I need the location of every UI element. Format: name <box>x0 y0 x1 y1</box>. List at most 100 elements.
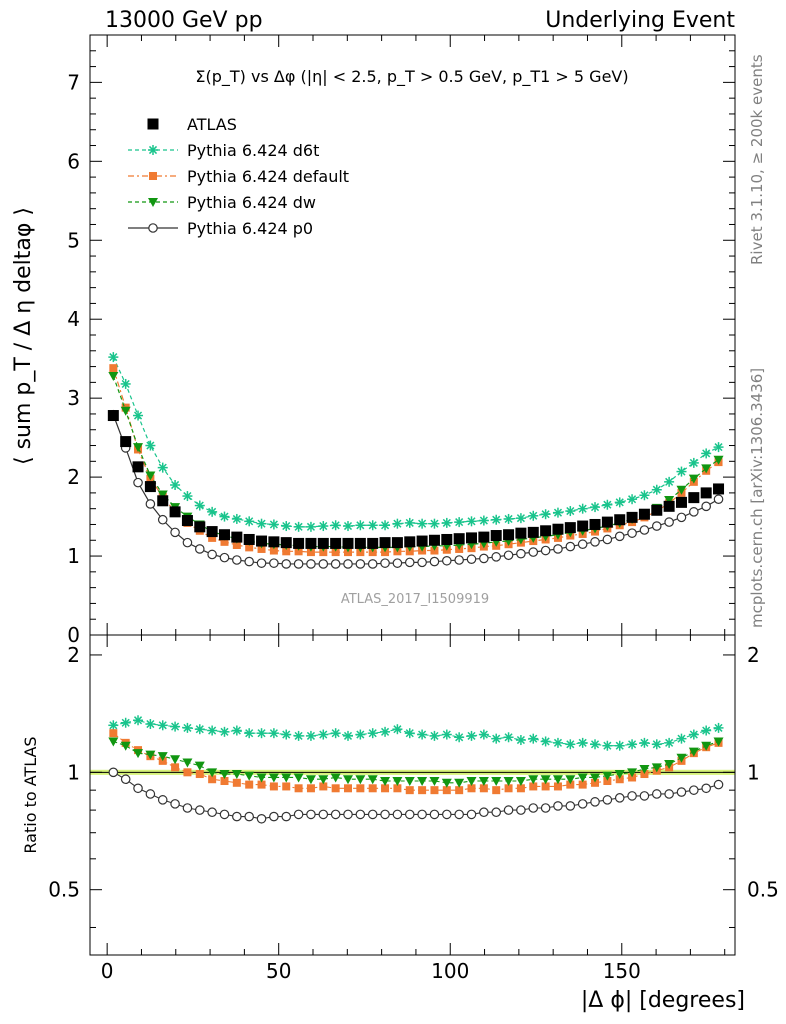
legend-label-d6t: Pythia 6.424 d6t <box>187 141 319 160</box>
point-p0 <box>392 558 403 568</box>
ratio-point-dw <box>120 741 131 751</box>
point-p0 <box>343 559 353 569</box>
ratio-point-p0 <box>639 791 650 801</box>
point-d6t <box>380 520 391 531</box>
ratio-point-dw <box>491 777 502 787</box>
ratio-point-p0 <box>627 791 637 801</box>
ratio-point-d6t <box>268 728 279 739</box>
x-tick-label: 50 <box>266 959 291 983</box>
ratio-point-d6t <box>602 740 613 751</box>
ratio-point-p0 <box>108 767 119 778</box>
point-p0 <box>676 512 687 523</box>
ratio-point-dw <box>268 773 279 783</box>
point-atlas <box>354 537 366 549</box>
point-p0 <box>614 531 625 542</box>
ratio-point-default <box>331 784 340 793</box>
ratio-point-d6t <box>627 739 638 750</box>
point-d6t <box>207 506 218 517</box>
point-p0 <box>701 501 711 512</box>
ratio-point-d6t <box>182 722 193 733</box>
ratio-point-default <box>282 782 291 791</box>
point-atlas <box>293 537 305 549</box>
ratio-point-p0 <box>404 809 415 820</box>
point-atlas <box>515 527 527 539</box>
point-d6t <box>540 509 551 520</box>
point-d6t <box>701 448 712 459</box>
point-default <box>245 543 254 552</box>
point-default <box>220 537 229 546</box>
point-atlas <box>206 526 218 538</box>
point-d6t <box>355 520 366 531</box>
point-p0 <box>713 494 724 505</box>
ratio-point-default <box>245 780 254 789</box>
point-atlas <box>663 500 675 512</box>
ratio-point-p0 <box>256 813 267 824</box>
ratio-point-dw <box>355 775 366 785</box>
ratio-point-default <box>566 780 575 789</box>
ratio-point-default <box>640 770 649 779</box>
point-p0 <box>269 558 279 568</box>
ratio-point-default <box>442 786 451 795</box>
point-d6t <box>194 500 205 511</box>
point-atlas <box>638 508 650 520</box>
ratio-point-d6t <box>367 728 378 739</box>
point-atlas <box>688 492 700 504</box>
ratio-point-p0 <box>553 801 563 811</box>
point-d6t <box>565 506 576 517</box>
point-atlas <box>157 495 169 507</box>
ratio-point-d6t <box>219 726 230 737</box>
point-p0 <box>318 559 329 569</box>
ratio-point-default <box>171 763 180 772</box>
x-axis-label: |Δ ϕ| [degrees] <box>581 988 745 1013</box>
point-d6t <box>503 513 514 524</box>
ratio-point-p0 <box>528 803 539 813</box>
point-atlas <box>503 529 515 541</box>
point-atlas <box>107 410 119 422</box>
point-atlas <box>478 531 490 543</box>
ratio-point-dw <box>133 749 144 759</box>
point-d6t <box>688 457 699 468</box>
ratio-point-d6t <box>157 720 168 731</box>
ratio-point-default <box>195 770 204 779</box>
ratio-point-dw <box>701 741 712 751</box>
point-atlas <box>466 532 478 544</box>
ratio-point-p0 <box>491 807 502 818</box>
point-atlas <box>256 535 268 547</box>
ratio-point-default <box>553 782 562 791</box>
point-atlas <box>416 535 428 547</box>
point-d6t <box>108 352 119 363</box>
ratio-point-p0 <box>244 811 254 822</box>
ratio-point-dw <box>676 753 687 763</box>
ratio-point-d6t <box>466 730 477 741</box>
ratio-point-dw <box>540 775 551 785</box>
point-p0 <box>145 499 156 509</box>
ratio-point-dw <box>602 771 613 781</box>
legend-label-default: Pythia 6.424 default <box>187 167 349 186</box>
point-dw <box>120 406 131 416</box>
point-p0 <box>479 553 489 564</box>
ratio-point-d6t <box>207 725 218 736</box>
point-d6t <box>268 519 279 530</box>
point-p0 <box>367 559 378 569</box>
point-atlas <box>564 522 576 534</box>
point-atlas <box>305 537 317 549</box>
ratio-point-d6t <box>664 737 675 748</box>
ratio-point-dw <box>417 777 428 787</box>
point-atlas <box>441 533 453 545</box>
point-p0 <box>429 556 440 567</box>
point-atlas <box>428 534 440 546</box>
point-p0 <box>219 552 230 563</box>
point-atlas <box>404 536 416 548</box>
point-dw <box>676 485 687 495</box>
ratio-point-dw <box>293 773 304 783</box>
point-p0 <box>466 554 477 565</box>
ratio-y-tick-label-right: 0.5 <box>747 878 779 902</box>
point-atlas <box>601 516 613 528</box>
point-d6t <box>305 521 316 532</box>
ratio-point-d6t <box>318 729 329 740</box>
ratio-point-default <box>109 729 118 738</box>
ratio-point-p0 <box>380 809 390 820</box>
point-default <box>269 546 278 555</box>
ratio-point-d6t <box>133 715 144 726</box>
point-dw <box>701 464 712 474</box>
